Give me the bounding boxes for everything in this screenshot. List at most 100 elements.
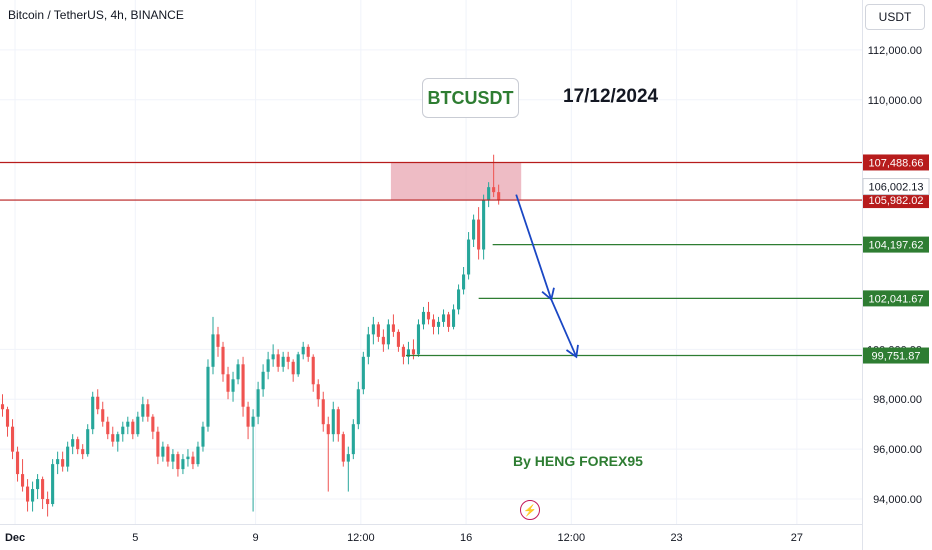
date-annotation: 17/12/2024 xyxy=(563,86,659,107)
time-tick-label: 5 xyxy=(132,532,138,544)
candle-body xyxy=(36,479,40,490)
candle-body xyxy=(396,331,400,347)
current-price-label-bg xyxy=(862,178,930,196)
candle-body xyxy=(391,324,395,332)
candle-body xyxy=(101,409,105,422)
candle-body xyxy=(206,366,210,427)
candle-body xyxy=(482,199,486,250)
resistance-zone-rect xyxy=(390,162,522,201)
projection-arrow xyxy=(515,194,579,359)
candle-body xyxy=(457,289,461,310)
candle-body xyxy=(131,421,135,435)
level-label-bg xyxy=(863,236,929,253)
time-tick-label: 9 xyxy=(253,532,259,544)
candle-body xyxy=(251,416,255,427)
candle-body xyxy=(296,354,300,375)
candle-body xyxy=(106,421,110,435)
resistance-zone xyxy=(390,162,522,201)
candle-body xyxy=(371,324,375,335)
candle-body xyxy=(276,354,280,367)
candle-body xyxy=(246,406,250,427)
candle-body xyxy=(216,334,220,347)
candle-body xyxy=(211,334,215,367)
price-tick-label: 112,000.00 xyxy=(868,45,922,57)
candle-body xyxy=(472,219,476,240)
candle-body xyxy=(306,346,310,357)
price-axis-labels: 107,488.66 105,982.02 104,197.62 102,041.67… xyxy=(862,154,930,364)
price-tick-label: 96,000.00 xyxy=(873,444,922,456)
candle-body xyxy=(5,409,10,427)
time-axis[interactable]: Dec 5 9 12:00 16 12:00 23 27 xyxy=(5,532,803,544)
level-label-bg xyxy=(863,290,929,307)
candle-body xyxy=(291,361,295,375)
time-tick-label: Dec xyxy=(5,532,25,544)
level-label: 105,982.02 xyxy=(868,195,923,207)
candle-body xyxy=(416,324,421,355)
candle-body xyxy=(20,474,25,487)
candle-body xyxy=(487,187,491,200)
candle-body xyxy=(156,431,160,457)
candle-body xyxy=(266,359,270,372)
level-label-bg xyxy=(863,192,929,209)
candle-body xyxy=(462,274,466,290)
level-label: 104,197.62 xyxy=(868,240,923,252)
candle-body xyxy=(421,311,426,325)
time-tick-label: 12:00 xyxy=(558,532,586,544)
candle-body xyxy=(51,464,55,505)
candles xyxy=(0,154,501,517)
level-label-bg xyxy=(863,154,929,171)
candle-body xyxy=(146,404,150,417)
candle-body xyxy=(86,429,90,455)
candle-body xyxy=(231,379,235,392)
level-label: 102,041.67 xyxy=(868,293,923,305)
candle-body xyxy=(346,454,350,462)
candle-body xyxy=(196,446,200,465)
chart-title: Bitcoin / TetherUS, 4h, BINANCE xyxy=(8,8,184,22)
candle-body xyxy=(171,454,175,462)
candle-body xyxy=(441,314,446,322)
candle-body xyxy=(336,409,340,435)
time-tick-label: 12:00 xyxy=(347,532,375,544)
symbol-label: BTCUSDT xyxy=(427,87,514,108)
candle-body xyxy=(341,434,345,462)
candle-body xyxy=(492,187,496,193)
projection-arrowhead-2 xyxy=(565,344,579,359)
author-annotation: By HENG FOREX95 xyxy=(513,453,643,469)
candle-body xyxy=(381,336,385,345)
price-axis[interactable]: 94,000.0096,000.0098,000.00100,000.00110… xyxy=(867,45,922,506)
candle-body xyxy=(451,309,456,327)
candle-body xyxy=(361,356,365,390)
candle-body xyxy=(321,399,325,425)
candle-body xyxy=(15,451,20,475)
candle-body xyxy=(221,346,225,375)
candle-body xyxy=(401,346,405,357)
candle-body xyxy=(186,456,190,460)
candle-body xyxy=(126,421,130,427)
lightning-icon[interactable]: ⚡ xyxy=(520,500,540,520)
level-label: 99,751.87 xyxy=(872,351,921,363)
candle-body xyxy=(286,356,290,362)
candle-body xyxy=(56,459,60,465)
candle-body xyxy=(366,334,370,357)
candle-body xyxy=(181,459,185,470)
candle-body xyxy=(0,404,5,410)
level-label-bg xyxy=(863,347,929,364)
currency-button[interactable]: USDT xyxy=(865,4,925,30)
candle-body xyxy=(31,489,35,502)
candle-body xyxy=(10,426,15,452)
candle-body xyxy=(477,219,481,250)
candle-body xyxy=(271,354,275,360)
candle-body xyxy=(467,239,471,275)
candle-body xyxy=(497,192,501,200)
candle-body xyxy=(116,434,120,442)
candle-body xyxy=(426,311,431,320)
candle-body xyxy=(241,364,245,407)
current-price-label: 106,002.13 xyxy=(868,182,923,194)
time-tick-label: 16 xyxy=(460,532,472,544)
candle-body xyxy=(76,439,80,450)
candle-body xyxy=(151,416,155,432)
candle-body xyxy=(301,346,305,355)
candle-body xyxy=(356,389,360,425)
candle-body xyxy=(121,426,125,435)
price-tick-label: 110,000.00 xyxy=(868,95,922,107)
